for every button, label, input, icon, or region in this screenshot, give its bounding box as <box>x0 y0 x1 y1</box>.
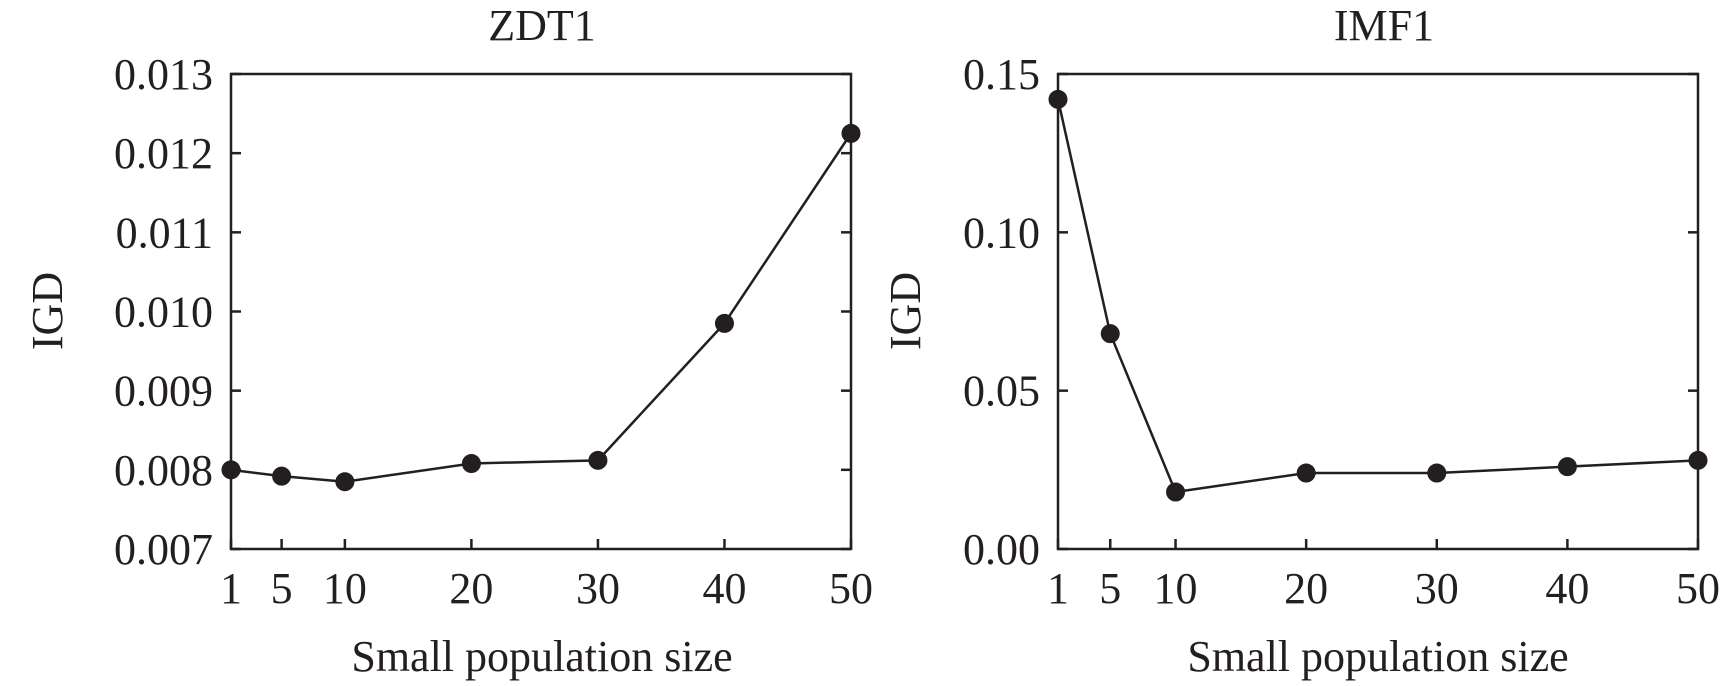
x-tick-label: 5 <box>271 564 293 613</box>
data-point <box>221 460 241 480</box>
y-tick-label: 0.15 <box>963 50 1040 99</box>
series-group <box>1048 89 1708 502</box>
x-tick-label: 30 <box>1415 564 1459 613</box>
y-axis-ticks: 0.007 0.008 0.009 0.010 0.011 0.012 0.013 <box>114 50 851 574</box>
x-tick-label: 20 <box>1284 564 1328 613</box>
chart-zdt1: ZDT1 IGD Small population size 0.0070.00… <box>23 1 873 681</box>
x-axis-ticks: 1 5 10 20 30 40 50 <box>220 539 873 613</box>
data-point <box>714 313 734 333</box>
data-point <box>1427 463 1447 483</box>
data-point <box>1100 324 1120 344</box>
y-tick-label: 0.007 <box>114 525 213 574</box>
x-tick-label: 50 <box>829 564 873 613</box>
y-axis-ticks: 0.00 0.05 0.10 0.15 <box>963 50 1698 574</box>
x-tick-label: 10 <box>323 564 367 613</box>
x-tick-label: 10 <box>1154 564 1198 613</box>
y-tick-label: 0.10 <box>963 208 1040 257</box>
chart-imf1: IMF1 IGD Small population size 0.000.050… <box>881 1 1720 681</box>
data-point <box>461 454 481 473</box>
data-point <box>1166 482 1186 502</box>
x-axis-label: Small population size <box>1187 632 1568 681</box>
x-tick-label: 20 <box>449 564 493 613</box>
y-tick-label: 0.013 <box>114 50 213 99</box>
plot-frame <box>1056 72 1700 551</box>
y-tick-label: 0.05 <box>963 367 1040 416</box>
y-tick-label: 0.009 <box>114 367 213 416</box>
x-tick-label: 40 <box>1545 564 1589 613</box>
data-point <box>272 466 292 486</box>
data-point <box>1048 89 1068 109</box>
x-tick-label: 30 <box>576 564 620 613</box>
x-tick-label: 5 <box>1099 564 1121 613</box>
x-axis-ticks: 1 5 10 20 30 40 50 <box>1047 539 1720 613</box>
y-axis-label: IGD <box>881 272 930 350</box>
x-tick-label: 1 <box>220 564 242 613</box>
data-point <box>1688 450 1708 470</box>
data-point <box>588 450 608 470</box>
series-group <box>221 123 861 492</box>
data-point <box>1296 463 1316 483</box>
x-tick-label: 40 <box>702 564 746 613</box>
y-tick-label: 0.010 <box>114 288 213 337</box>
series-line <box>230 132 853 483</box>
y-tick-label: 0.00 <box>963 525 1040 574</box>
y-tick-label: 0.012 <box>114 129 213 178</box>
chart-title: IMF1 <box>1334 1 1434 50</box>
y-axis-label: IGD <box>23 272 72 350</box>
x-tick-label: 1 <box>1047 564 1069 613</box>
chart-title: ZDT1 <box>488 1 596 50</box>
data-point <box>335 472 355 492</box>
data-point <box>1557 457 1577 477</box>
y-tick-label: 0.008 <box>114 446 213 495</box>
x-axis-label: Small population size <box>351 632 732 681</box>
series-line <box>1056 99 1699 494</box>
x-tick-label: 50 <box>1676 564 1720 613</box>
y-tick-label: 0.011 <box>116 208 213 257</box>
data-point <box>841 123 861 143</box>
plot-frame <box>229 72 853 551</box>
